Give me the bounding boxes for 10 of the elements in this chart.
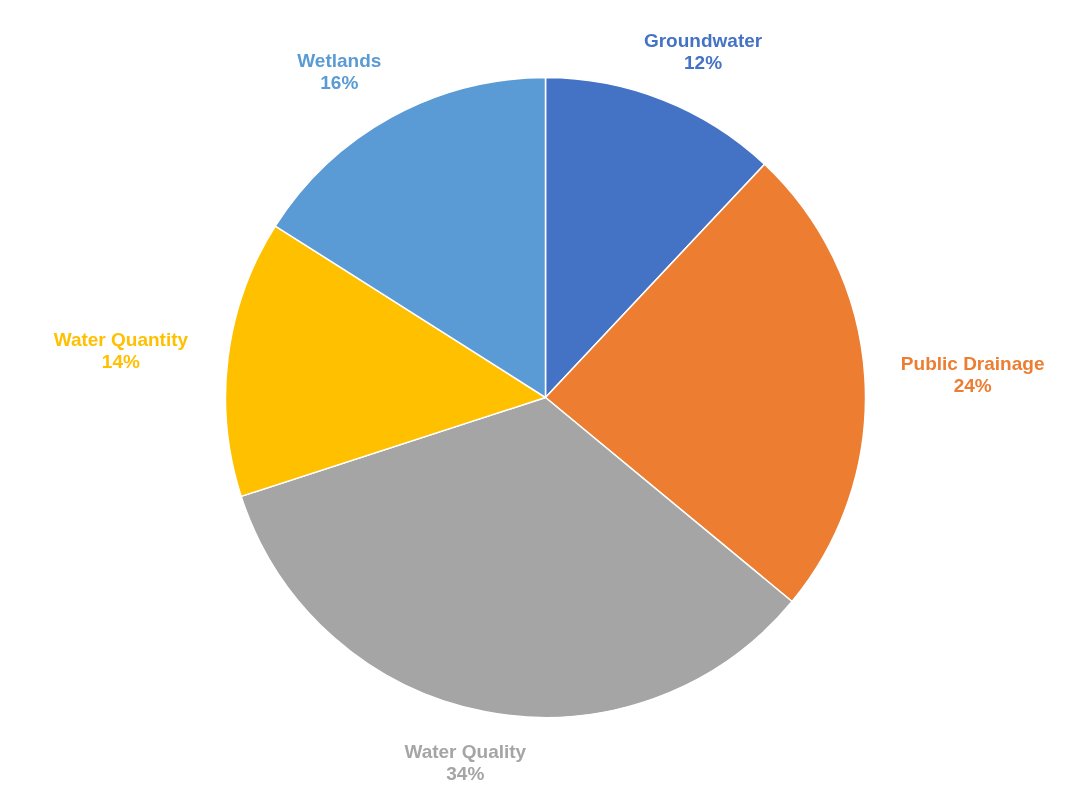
data-label: 24% [953, 374, 992, 396]
data-label: 34% [446, 763, 485, 785]
slice-label: Water Quantity [53, 329, 189, 351]
slice-label: Wetlands [297, 50, 382, 72]
data-label: 12% [684, 52, 723, 74]
data-label: 14% [101, 351, 140, 373]
data-label: 16% [320, 72, 359, 94]
slice-label: Public Drainage [900, 352, 1045, 374]
slice-label: Groundwater [643, 30, 763, 52]
slice-label: Water Quality [404, 741, 527, 763]
